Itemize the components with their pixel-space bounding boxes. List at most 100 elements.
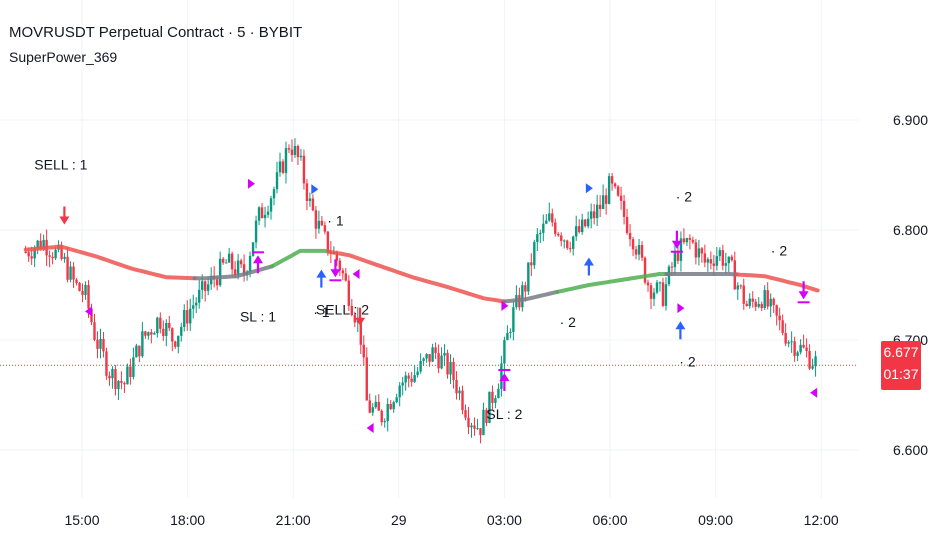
signal-annotation: · 2: [560, 314, 577, 330]
candle-body: [631, 239, 635, 250]
candle-body: [452, 361, 455, 380]
candle-body: [266, 211, 270, 215]
candle-body: [440, 355, 443, 369]
candle-body: [643, 257, 647, 283]
candle-body: [254, 220, 258, 243]
candle-body: [775, 305, 778, 316]
candle-body: [308, 198, 312, 201]
x-tick-label: 12:00: [804, 512, 839, 528]
candle-body: [189, 308, 192, 324]
candle-body: [147, 332, 150, 336]
candle-body: [395, 397, 398, 403]
candle-body: [580, 219, 584, 233]
signal-marker-icon: [810, 387, 818, 398]
candle-body: [551, 213, 554, 223]
y-tick-label: 6.600: [893, 442, 928, 458]
candle-body: [634, 249, 638, 255]
stop-loss-arrow-icon: [797, 281, 810, 304]
candle-body: [491, 391, 494, 403]
candle-body: [260, 207, 264, 219]
candle-body: [335, 252, 339, 261]
candle-body: [287, 148, 291, 150]
candle-body: [814, 356, 817, 367]
candle-body: [676, 251, 680, 261]
signal-marker-icon: [366, 423, 374, 433]
signal-marker-icon: [247, 178, 255, 189]
y-tick-label: 6.900: [893, 112, 928, 128]
candle-body: [368, 400, 371, 413]
candle-body: [272, 189, 276, 199]
candle-body: [24, 252, 27, 253]
x-tick-label: 03:00: [487, 512, 522, 528]
candle-body: [607, 176, 611, 204]
candle-body: [619, 195, 623, 201]
candle-body: [772, 298, 775, 306]
candle-body: [578, 226, 581, 233]
candle-body: [628, 233, 632, 240]
candle-body: [365, 357, 368, 401]
candle-body: [392, 402, 395, 410]
candle-body: [204, 281, 207, 291]
candle-body: [793, 341, 796, 356]
signal-marker-icon: [677, 303, 685, 314]
candle-body: [724, 263, 728, 266]
candle-body: [386, 404, 389, 422]
candle-body: [437, 353, 440, 369]
candle-body: [697, 248, 701, 258]
candle-body: [281, 161, 285, 173]
candle-body: [727, 256, 730, 264]
candle-body: [141, 331, 144, 357]
candle-body: [111, 369, 114, 379]
candle-body: [39, 240, 42, 250]
candle-body: [715, 256, 719, 266]
candle-body: [640, 245, 644, 258]
candle-body: [482, 409, 485, 436]
candle-body: [215, 279, 219, 286]
candle-body: [461, 390, 464, 411]
stop-loss-arrow-icon: [670, 230, 683, 253]
candle-body: [694, 242, 698, 258]
candle-body: [51, 256, 54, 259]
candle-body: [548, 213, 551, 221]
candle-body: [658, 282, 662, 284]
candle-body: [192, 305, 195, 309]
candle-body: [709, 259, 713, 264]
candle-body: [503, 340, 506, 364]
candle-body: [153, 333, 156, 335]
candle-body: [27, 252, 30, 257]
candle-body: [66, 256, 69, 280]
candle-body: [589, 211, 593, 219]
candle-body: [799, 344, 802, 353]
candle-body: [371, 407, 374, 413]
candle-body: [359, 317, 362, 345]
sell-arrow-icon: [59, 206, 70, 225]
candle-body: [542, 223, 545, 233]
candle-body: [781, 320, 784, 333]
candle-body: [521, 285, 524, 308]
candle-body: [99, 338, 102, 349]
candle-body: [290, 149, 294, 156]
candle-body: [685, 238, 689, 243]
candle-body: [81, 290, 84, 296]
candle-body: [350, 305, 354, 316]
candle-body: [30, 256, 33, 259]
candle-body: [177, 335, 180, 347]
candle-body: [560, 235, 563, 241]
candle-body: [512, 307, 515, 332]
candle-body: [227, 253, 231, 263]
signal-marker-icon: [352, 269, 360, 279]
candle-body: [700, 248, 704, 254]
signal-annotation: · 2: [676, 188, 693, 204]
candle-body: [536, 234, 539, 243]
candle-body: [108, 375, 111, 379]
candle-body: [150, 332, 153, 335]
candle-body: [509, 331, 512, 333]
candle-body: [742, 285, 745, 304]
indicator-label[interactable]: SuperPower_369: [9, 49, 118, 65]
signal-annotation: · 2: [679, 353, 696, 369]
candle-body: [533, 242, 536, 266]
candle-body: [751, 298, 754, 302]
candle-body: [135, 345, 138, 358]
candle-body: [209, 275, 213, 285]
